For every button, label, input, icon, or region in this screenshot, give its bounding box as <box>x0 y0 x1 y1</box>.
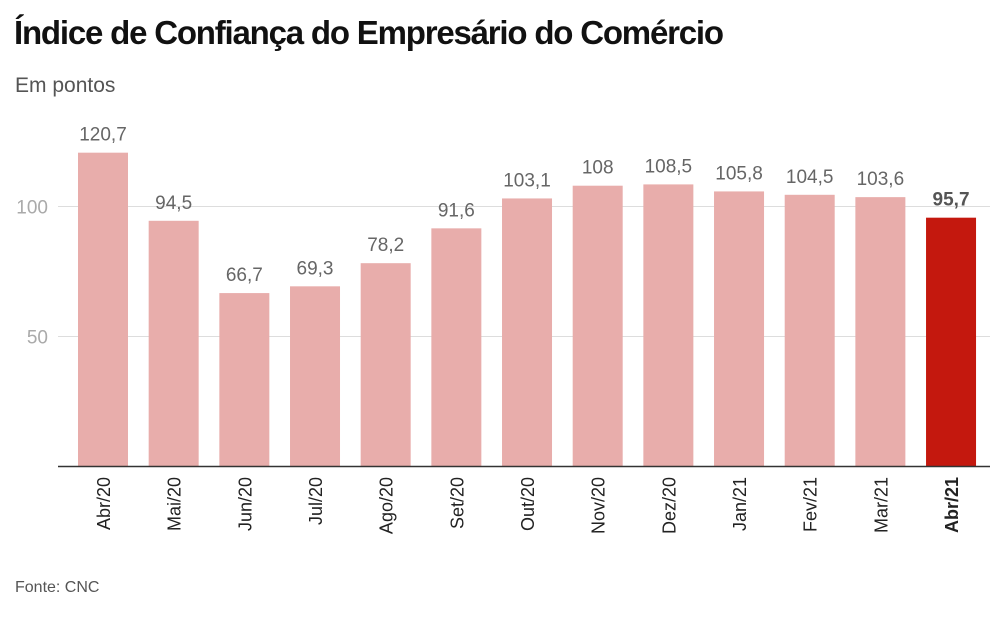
x-tick-label: Jan/21 <box>730 477 750 531</box>
x-tick-label: Out/20 <box>518 477 538 531</box>
bar <box>714 191 765 467</box>
x-tick-label: Nov/20 <box>589 477 609 534</box>
bar <box>290 286 341 467</box>
bar <box>78 152 128 467</box>
value-label: 103,6 <box>857 169 905 190</box>
bar <box>219 293 270 467</box>
x-tick-label: Mar/21 <box>871 477 891 533</box>
value-label: 104,5 <box>786 167 834 188</box>
source-note: Fonte: CNC <box>15 579 100 596</box>
chart-title: Índice de Confiança do Empresário do Com… <box>14 14 724 51</box>
x-tick-label: Jul/20 <box>306 477 326 525</box>
bar <box>360 263 411 467</box>
bar <box>431 228 482 467</box>
bar <box>148 220 199 467</box>
x-tick-label: Set/20 <box>447 477 467 529</box>
bar <box>926 217 977 467</box>
value-label: 94,5 <box>155 193 192 214</box>
bar <box>643 184 694 467</box>
value-label: 69,3 <box>297 258 334 279</box>
y-tick-label: 50 <box>27 328 48 349</box>
bar <box>502 198 553 467</box>
value-label: 66,7 <box>226 265 263 286</box>
x-tick-label: Abr/21 <box>942 477 962 533</box>
bar <box>784 194 835 467</box>
bar <box>572 185 623 467</box>
value-label: 95,7 <box>933 190 970 211</box>
value-label: 105,8 <box>715 163 763 184</box>
value-label: 120,7 <box>79 125 127 146</box>
value-label: 108,5 <box>645 156 693 177</box>
x-tick-label: Abr/20 <box>94 477 114 530</box>
value-label: 78,2 <box>367 235 404 256</box>
x-tick-label: Fev/21 <box>801 477 821 532</box>
bar <box>855 197 906 467</box>
value-label: 108 <box>582 158 614 179</box>
x-tick-label: Jun/20 <box>235 477 255 531</box>
x-tick-label: Mai/20 <box>165 477 185 531</box>
x-tick-label: Ago/20 <box>377 477 397 534</box>
y-tick-label: 100 <box>16 198 48 219</box>
x-tick-label: Dez/20 <box>659 477 679 534</box>
value-label: 103,1 <box>503 170 551 191</box>
chart-subtitle: Em pontos <box>15 74 116 97</box>
value-label: 91,6 <box>438 200 475 221</box>
